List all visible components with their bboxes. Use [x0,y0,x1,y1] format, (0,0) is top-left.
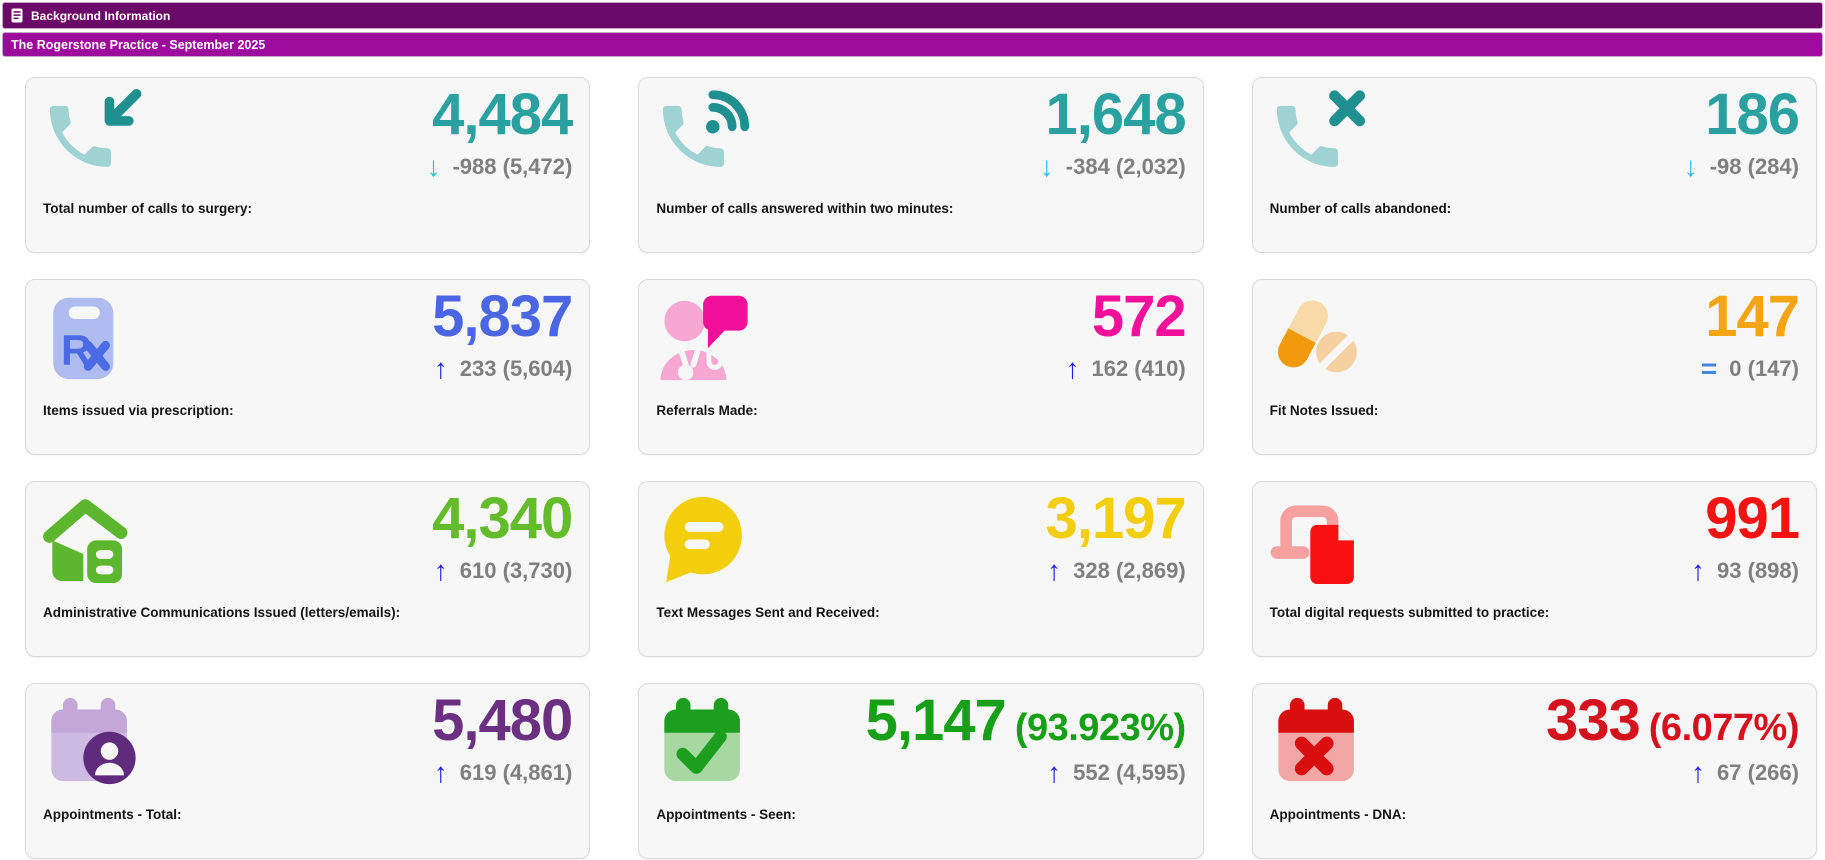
metric-value: 333 [1546,688,1641,753]
metric-value: 4,484 [432,82,573,147]
calendar-x-icon [1265,694,1377,786]
metric-card-calls-answered: 1,648 ↓ -384 (2,032) Number of calls ans… [638,77,1204,253]
metric-value: 186 [1705,82,1800,147]
metric-delta: 328 (2,869) [1073,558,1186,583]
metric-card-calls-total: 4,484 ↓ -988 (5,472) Total number of cal… [25,77,591,253]
metric-card-digital-requests: 991 ↑ 93 (898) Total digital requests su… [1251,481,1817,657]
metric-label: Administrative Communications Issued (le… [43,605,401,620]
page-title: Background Information [31,8,171,23]
metric-card-appointments-seen: 5,147 (93.923%) ↑ 552 (4,595) Appointment… [638,683,1204,859]
trend-up-icon: ↑ [433,353,448,384]
metric-label: Text Messages Sent and Received: [656,605,880,620]
metric-value: 3,197 [1045,486,1187,551]
trend-up-icon: ↑ [1047,555,1062,586]
metric-label: Appointments - Seen: [656,807,796,822]
calendar-check-icon [651,694,763,786]
practice-title-bar: The Rogerstone Practice - September 2025 [2,32,1823,57]
metric-card-text-messages: 3,197 ↑ 328 (2,869) Text Messages Sent a… [638,481,1204,657]
metric-delta: -384 (2,032) [1065,154,1186,179]
metric-percent: (93.923%) [1014,707,1186,749]
metric-delta: 162 (410) [1091,356,1186,381]
metric-label: Number of calls answered within two minu… [656,201,954,216]
document-icon [11,8,23,23]
metric-card-calls-abandoned: 186 ↓ -98 (284) Number of calls abandone… [1251,77,1817,253]
metric-card-grid: 4,484 ↓ -988 (5,472) Total number of cal… [0,57,1825,859]
metric-delta: -988 (5,472) [452,154,573,179]
metric-card-admin-communications: 4,340 ↑ 610 (3,730) Administrative Commu… [25,481,591,657]
metric-delta: 610 (3,730) [459,558,573,583]
trend-up-icon: ↑ [1691,757,1706,788]
metric-label: Referrals Made: [656,403,758,418]
pills-icon [1265,290,1377,382]
phone-volume-icon [651,88,763,180]
metric-value: 572 [1091,284,1187,349]
metric-delta: 619 (4,861) [459,760,573,785]
metric-delta: 0 (147) [1729,356,1799,381]
metric-label: Appointments - DNA: [1269,807,1407,822]
metric-delta: 67 (266) [1717,760,1799,785]
metric-label: Appointments - Total: [43,807,182,822]
house-mail-icon [38,492,150,584]
chat-bubble-icon [651,492,763,584]
metric-delta: 552 (4,595) [1073,760,1186,785]
metric-label: Total number of calls to surgery: [43,201,253,216]
trend-down-icon: ↓ [1683,151,1698,182]
trend-equal-icon: = [1700,353,1718,384]
metric-value: 4,340 [432,486,573,551]
practice-name: The Rogerstone Practice - September 2025 [11,37,266,52]
trend-up-icon: ↑ [1065,353,1080,384]
metric-value: 5,147 [865,688,1007,753]
metric-card-appointments-total: 5,480 ↑ 619 (4,861) Appointments - Total… [25,683,591,859]
section-header-background-information[interactable]: Background Information [2,2,1823,29]
metric-delta: 93 (898) [1717,558,1799,583]
phone-incoming-icon [38,88,150,180]
metric-card-prescriptions: R 5,837 ↑ 233 (5,604) Items issued via p… [25,279,591,455]
metric-delta: -98 (284) [1709,154,1799,179]
metric-value: 5,837 [432,284,573,349]
metric-label: Items issued via prescription: [43,403,234,418]
metric-percent: (6.077%) [1648,707,1800,749]
metric-label: Total digital requests submitted to prac… [1269,605,1550,620]
referral-doctor-icon [651,290,763,382]
metric-value: 1,648 [1045,82,1187,147]
trend-up-icon: ↑ [1047,757,1062,788]
metric-delta: 233 (5,604) [459,356,573,381]
prescription-icon: R [38,290,150,382]
trend-up-icon: ↑ [1691,555,1706,586]
trend-down-icon: ↓ [426,151,441,182]
metric-card-referrals: 572 ↑ 162 (410) Referrals Made: [638,279,1204,455]
calendar-person-icon [38,694,150,786]
metric-value: 147 [1705,284,1800,349]
phone-x-icon [1265,88,1377,180]
trend-up-icon: ↑ [433,757,448,788]
trend-down-icon: ↓ [1039,151,1054,182]
metric-label: Number of calls abandoned: [1269,201,1452,216]
metric-card-appointments-dna: 333 (6.077%) ↑ 67 (266) Appointments - DN… [1251,683,1817,859]
metric-label: Fit Notes Issued: [1269,403,1379,418]
trend-up-icon: ↑ [433,555,448,586]
metric-value: 5,480 [432,688,573,753]
laptop-document-icon [1265,492,1377,584]
metric-card-fit-notes: 147 = 0 (147) Fit Notes Issued: [1251,279,1817,455]
metric-value: 991 [1705,486,1800,551]
